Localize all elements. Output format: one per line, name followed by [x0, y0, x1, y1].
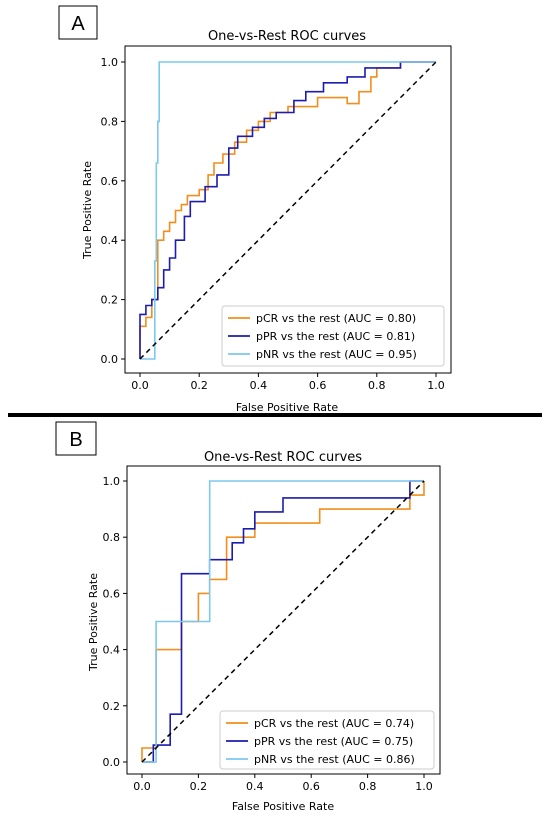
panel-a-xtick-label: 0.8 [368, 379, 386, 392]
panel-b-legend-label-3: pNR vs the rest (AUC = 0.86) [254, 753, 415, 766]
panel-a-xtick-label: 0.2 [190, 379, 208, 392]
panel-b: B One-vs-Rest ROC curves False Positive … [55, 421, 441, 813]
panel-a-legend-label-2: pPR vs the rest (AUC = 0.81) [256, 330, 415, 343]
panel-b-ytick-label: 0.2 [103, 700, 121, 713]
panel-a-xtick-label: 0.6 [309, 379, 327, 392]
panel-b-xtick-label: 0.6 [302, 780, 320, 793]
panel-a-legend-label-3: pNR vs the rest (AUC = 0.95) [256, 348, 417, 361]
panel-b-legend-label-1: pCR vs the rest (AUC = 0.74) [254, 717, 414, 730]
panel-a-ytick-label: 0.4 [101, 234, 119, 247]
panel-b-xtick-label: 0.4 [246, 780, 264, 793]
panel-b-series-line-1 [141, 481, 425, 762]
panel-b-label: B [69, 429, 82, 451]
panel-a-ytick-label: 0.6 [101, 175, 119, 188]
panel-b-xtick-label: 0.0 [133, 780, 151, 793]
panel-b-axes-frame [126, 465, 441, 775]
panel-a-series-line-3 [140, 61, 436, 360]
panel-a-label: A [71, 13, 85, 35]
panel-a-label-box [58, 5, 98, 40]
panel-b-legend [219, 710, 435, 770]
panel-a-ytick-label: 1.0 [101, 56, 119, 69]
panel-b-ytick-label: 1.0 [103, 475, 121, 488]
panel-b-chance-diagonal [141, 480, 425, 763]
panel-a-series-line-2 [139, 61, 436, 359]
panel-b-series-line-2 [142, 480, 424, 763]
panel-b-series-line-3 [142, 480, 424, 763]
panel-b-title: One-vs-Rest ROC curves [204, 450, 362, 465]
panel-a-legend-label-1: pCR vs the rest (AUC = 0.80) [256, 312, 416, 325]
panel-a-xtick-label: 0.4 [250, 379, 268, 392]
panel-a-chance-diagonal [139, 61, 437, 360]
panel-b-xlabel: False Positive Rate [232, 800, 334, 813]
panel-b-xtick-label: 1.0 [415, 780, 433, 793]
panel-b-ylabel: True Positive Rate [87, 573, 100, 672]
panel-a-xtick-label: 0.0 [131, 379, 149, 392]
panel-a-plot-area: 0.0 0.2 0.4 0.6 0.8 1.0 0.0 0.2 0.4 0.6 0.8 1.0 pCR … [101, 45, 452, 392]
panel-b-ytick-label: 0.4 [103, 644, 121, 657]
panel-b-ytick-label: 0.6 [103, 587, 121, 600]
panel-b-ytick-label: 0.0 [103, 756, 121, 769]
panel-a-ytick-label: 0.8 [101, 115, 119, 128]
panel-a-axes-frame [124, 45, 452, 374]
panel-b-xtick-label: 0.8 [359, 780, 377, 793]
panel-b-legend-label-2: pPR vs the rest (AUC = 0.75) [254, 735, 413, 748]
panel-a-xtick-label: 1.0 [427, 379, 445, 392]
panel-b-ytick-label: 0.8 [103, 531, 121, 544]
panel-a-legend [221, 305, 445, 367]
panel-a-series-line-1 [139, 61, 436, 359]
panel-b-plot-area: 0.0 0.2 0.4 0.6 0.8 1.0 0.0 0.2 0.4 0.6 0.8 1.0 pCR … [103, 465, 441, 793]
panel-b-label-box [55, 421, 97, 456]
panel-a-title: One-vs-Rest ROC curves [208, 29, 366, 44]
panel-a-ytick-label: 0.0 [101, 353, 119, 366]
panel-a: A One-vs-Rest ROC curves False Positive … [58, 5, 452, 414]
panel-a-ylabel: True Positive Rate [81, 161, 94, 260]
panel-separator [8, 413, 542, 417]
panel-b-xtick-label: 0.2 [190, 780, 208, 793]
panel-a-xlabel: False Positive Rate [236, 401, 338, 414]
panel-a-ytick-label: 0.2 [101, 294, 119, 307]
